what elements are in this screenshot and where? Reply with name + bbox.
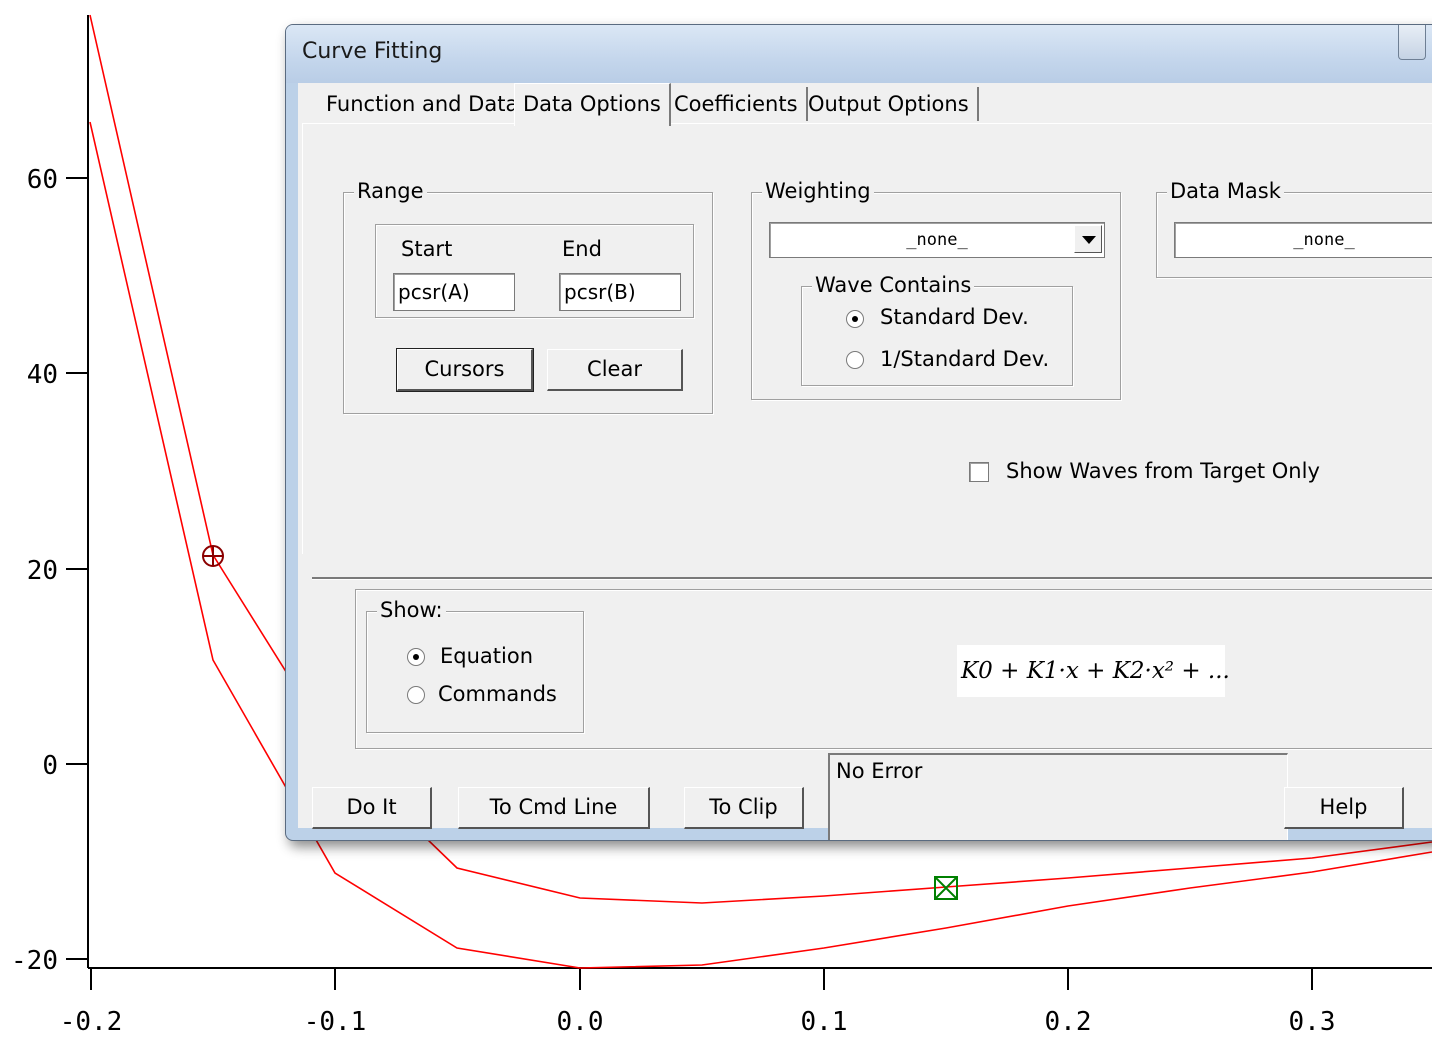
window-title: Curve Fitting (302, 39, 443, 64)
range-legend: Range (354, 179, 427, 203)
x-tick-label: 0.1 (801, 1007, 848, 1037)
start-label: Start (401, 237, 453, 261)
inverse-standard-dev-radio[interactable] (846, 351, 864, 369)
inverse-standard-dev-label[interactable]: 1/Standard Dev. (880, 347, 1050, 371)
curve-fitting-dialog: Curve Fitting Function and Data Data Opt… (285, 24, 1432, 841)
output-area: Show: Equation Commands (355, 589, 1432, 749)
chevron-down-icon[interactable] (1074, 225, 1102, 253)
to-clip-button[interactable]: To Clip (684, 787, 804, 829)
end-label: End (562, 237, 602, 261)
equation-label[interactable]: Equation (440, 644, 534, 668)
data-mask-select[interactable]: _none_ (1174, 222, 1432, 258)
data-mask-selected: _none_ (1293, 230, 1355, 250)
y-axis: 60 40 20 0 -20 (11, 15, 89, 976)
data-mask-legend: Data Mask (1167, 179, 1284, 203)
y-tick-label: -20 (11, 946, 58, 976)
cursor-a-icon[interactable] (202, 545, 224, 567)
x-tick-label: -0.2 (60, 1007, 123, 1037)
error-status-box: No Error (828, 753, 1288, 840)
cursors-button[interactable]: Cursors (396, 348, 534, 392)
standard-dev-radio[interactable] (846, 310, 864, 328)
x-tick-label: 0.2 (1045, 1007, 1092, 1037)
show-legend: Show: (377, 598, 446, 622)
to-cmd-line-button[interactable]: To Cmd Line (458, 787, 650, 829)
data-mask-group: Data Mask _none_ (1156, 179, 1432, 278)
equation-radio[interactable] (407, 648, 425, 666)
weighting-group: Weighting _none_ Wave Contains Standard … (751, 179, 1121, 400)
close-icon[interactable] (1398, 25, 1426, 60)
show-waves-checkbox[interactable] (969, 462, 989, 482)
wave-contains-legend: Wave Contains (812, 273, 975, 297)
y-tick-label: 40 (27, 360, 58, 390)
clear-button[interactable]: Clear (547, 349, 683, 391)
y-tick-label: 60 (27, 165, 58, 195)
x-tick-label: -0.1 (304, 1007, 367, 1037)
y-tick-label: 20 (27, 556, 58, 586)
cursor-b-icon[interactable] (934, 876, 958, 900)
weighting-selected: _none_ (906, 230, 968, 250)
title-bar[interactable]: Curve Fitting (286, 25, 1432, 83)
panel-separator (312, 577, 1432, 580)
range-group: Range Start End pcsr(A) pcsr(B) Cursors … (343, 179, 713, 414)
data-options-panel: Range Start End pcsr(A) pcsr(B) Cursors … (302, 123, 1432, 554)
end-input[interactable]: pcsr(B) (559, 273, 681, 311)
show-group: Show: Equation Commands (366, 598, 584, 733)
weighting-legend: Weighting (762, 179, 874, 203)
commands-label[interactable]: Commands (438, 682, 557, 706)
range-fields-box: Start End pcsr(A) pcsr(B) (375, 224, 694, 318)
equation-display: K0 + K1·x + K2·x² + ... (957, 645, 1230, 697)
tab-output-options[interactable]: Output Options (800, 87, 979, 121)
y-tick-label: 0 (42, 751, 58, 781)
x-tick-label: 0.3 (1289, 1007, 1336, 1037)
dialog-client: Function and Data Data Options Coefficie… (298, 83, 1432, 840)
show-waves-label[interactable]: Show Waves from Target Only (1006, 459, 1320, 483)
do-it-button[interactable]: Do It (312, 787, 432, 829)
start-input[interactable]: pcsr(A) (393, 273, 515, 311)
x-axis: -0.2 -0.1 0.0 0.1 0.2 0.3 (60, 967, 1432, 1037)
x-tick-label: 0.0 (557, 1007, 604, 1037)
wave-contains-group: Wave Contains Standard Dev. 1/Standard D… (801, 273, 1073, 386)
standard-dev-label[interactable]: Standard Dev. (880, 305, 1029, 329)
tab-function-and-data[interactable]: Function and Data (318, 87, 529, 121)
tab-coefficients[interactable]: Coefficients (666, 87, 808, 121)
weighting-select[interactable]: _none_ (769, 222, 1105, 258)
commands-radio[interactable] (407, 686, 425, 704)
help-button[interactable]: Help (1284, 787, 1404, 829)
tab-data-options[interactable]: Data Options (514, 83, 671, 126)
